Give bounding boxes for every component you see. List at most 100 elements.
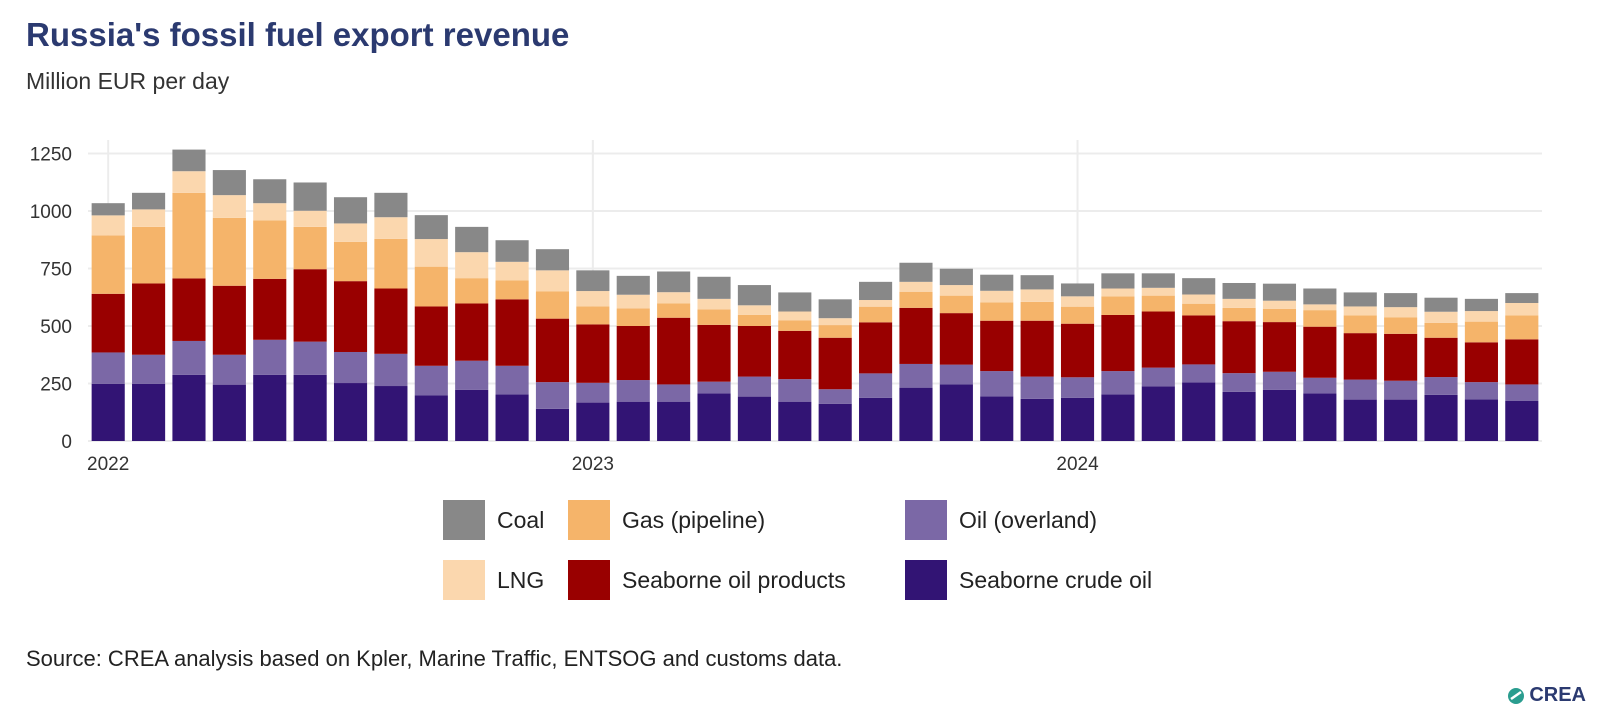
bar-segment-seaborne-crude-oil <box>778 401 812 441</box>
bar-segment-seaborne-oil-products <box>1262 322 1297 372</box>
bar-segment-seaborne-crude-oil <box>1182 382 1216 441</box>
bar-segment-coal <box>939 268 973 286</box>
bar-segment-gas-pipeline <box>333 241 368 282</box>
bar-segment-seaborne-crude-oil <box>333 383 368 441</box>
bar-segment-lng <box>455 252 489 279</box>
bar-segment-seaborne-oil-products <box>616 326 650 381</box>
bar-segment-seaborne-oil-products <box>778 330 812 380</box>
bar-segment-oil-overland <box>1060 377 1095 398</box>
bar-segment-lng <box>1262 300 1297 309</box>
bar-segment-oil-overland <box>132 354 166 384</box>
bar-segment-coal <box>414 215 448 240</box>
bar-segment-coal <box>1141 273 1175 288</box>
chart-subtitle: Million EUR per day <box>26 68 230 94</box>
bar-segment-lng <box>1384 307 1418 318</box>
bar-segment-gas-pipeline <box>1343 315 1377 334</box>
bar-segment-seaborne-oil-products <box>980 320 1014 372</box>
bar-segment-seaborne-crude-oil <box>1060 397 1095 441</box>
bar-segment-oil-overland <box>333 351 368 384</box>
bar-segment-gas-pipeline <box>253 220 287 279</box>
bar-segment-seaborne-crude-oil <box>899 387 933 441</box>
bar-segment-coal <box>1343 292 1377 307</box>
bar-segment-oil-overland <box>1343 379 1377 400</box>
crea-leaf-icon <box>1508 687 1525 704</box>
bar-segment-gas-pipeline <box>576 306 610 325</box>
bar-segment-gas-pipeline <box>212 217 246 286</box>
y-tick-label: 500 <box>40 317 72 338</box>
bar-segment-lng <box>535 270 570 292</box>
bar-segment-coal <box>1101 273 1135 289</box>
bar-segment-lng <box>859 300 893 307</box>
bar-segment-gas-pipeline <box>818 325 852 338</box>
bar-segment-coal <box>576 270 610 292</box>
bar-segment-lng <box>293 210 327 227</box>
bar-segment-lng <box>414 239 448 267</box>
bar-segment-oil-overland <box>172 340 206 375</box>
bar-segment-gas-pipeline <box>1505 315 1539 340</box>
bar-segment-lng <box>616 294 650 309</box>
bar-segment-oil-overland <box>576 382 610 403</box>
bar-segment-coal <box>859 281 893 301</box>
chart-title: Russia's fossil fuel export revenue <box>26 16 570 53</box>
bar-segment-seaborne-crude-oil <box>1424 394 1458 441</box>
bar-segment-oil-overland <box>414 365 448 396</box>
bar-segment-lng <box>253 203 287 221</box>
legend-label: Oil (overland) <box>959 506 1098 533</box>
bar-segment-seaborne-oil-products <box>333 281 368 352</box>
bar-segment-coal <box>132 192 166 210</box>
bar-segment-coal <box>778 292 812 312</box>
bar-segment-gas-pipeline <box>899 291 933 308</box>
bar-segment-gas-pipeline <box>414 266 448 307</box>
bar-segment-oil-overland <box>818 389 852 404</box>
bar-segment-seaborne-oil-products <box>535 318 570 383</box>
legend-label: Seaborne crude oil <box>959 566 1153 593</box>
bar-segment-seaborne-crude-oil <box>616 401 650 441</box>
bar-segment-seaborne-oil-products <box>374 288 408 354</box>
bar-segment-lng <box>778 311 812 321</box>
bar-segment-coal <box>535 249 570 271</box>
bar-segment-oil-overland <box>657 384 691 402</box>
bar-segment-lng <box>1222 298 1256 308</box>
bar-segment-oil-overland <box>1222 373 1256 392</box>
bar-segment-oil-overland <box>697 381 731 394</box>
legend-item: Coal <box>443 500 568 540</box>
x-tick-label: 2022 <box>87 454 129 475</box>
bar-segment-lng <box>91 215 125 236</box>
logo-text: CREA <box>1529 684 1586 706</box>
bar-segment-coal <box>697 276 731 299</box>
bar-segment-coal <box>293 182 327 211</box>
bar-segment-gas-pipeline <box>1303 310 1337 327</box>
x-tick-label: 2023 <box>572 454 614 475</box>
bar-segment-gas-pipeline <box>132 226 166 284</box>
bar-segment-seaborne-crude-oil <box>859 397 893 441</box>
bar-segment-oil-overland <box>939 364 973 385</box>
legend-item: Seaborne crude oil <box>905 560 1205 600</box>
bar-segment-lng <box>899 281 933 292</box>
bar-segment-lng <box>697 298 731 310</box>
legend-label: Coal <box>497 506 545 533</box>
bar-segment-coal <box>495 240 529 262</box>
bar-segment-oil-overland <box>374 353 408 387</box>
bar-segment-oil-overland <box>616 380 650 402</box>
bar-segment-seaborne-crude-oil <box>374 386 408 441</box>
bar-segment-oil-overland <box>495 365 529 395</box>
legend-swatch <box>568 500 610 540</box>
bar-segment-seaborne-crude-oil <box>939 384 973 441</box>
bar-segment-seaborne-crude-oil <box>657 401 691 441</box>
bar-segment-coal <box>616 275 650 295</box>
legend-swatch <box>905 560 947 600</box>
bar-segment-gas-pipeline <box>859 306 893 323</box>
bar-segment-seaborne-oil-products <box>172 278 206 341</box>
bar-segment-lng <box>1101 288 1135 297</box>
bar-segment-oil-overland <box>778 379 812 402</box>
bar-segment-coal <box>818 299 852 319</box>
bar-segment-gas-pipeline <box>1060 306 1095 324</box>
bar-segment-seaborne-crude-oil <box>1020 398 1054 441</box>
bar-segment-seaborne-crude-oil <box>455 389 489 441</box>
bar-segment-seaborne-oil-products <box>212 285 246 355</box>
bar-segment-seaborne-crude-oil <box>1464 399 1498 441</box>
bar-segment-gas-pipeline <box>697 309 731 325</box>
bar-segment-seaborne-crude-oil <box>818 403 852 441</box>
bar-segment-oil-overland <box>1101 371 1135 395</box>
bar-segment-gas-pipeline <box>1020 301 1054 321</box>
